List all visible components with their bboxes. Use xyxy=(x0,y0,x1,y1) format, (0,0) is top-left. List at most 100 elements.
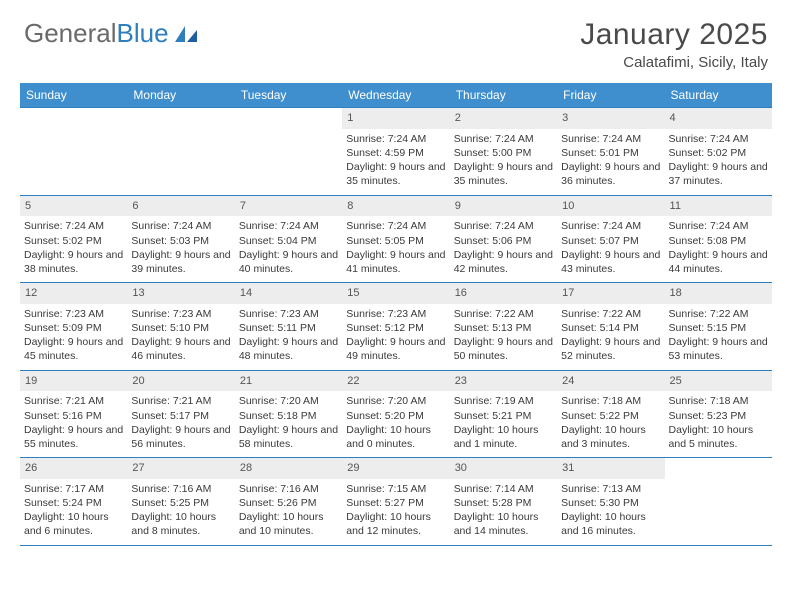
day-cell: 7 Sunrise: 7:24 AMSunset: 5:04 PMDaylight… xyxy=(235,196,342,283)
sunrise-line: Sunrise: 7:24 AM xyxy=(454,219,553,233)
daylight-line: Daylight: 9 hours and 48 minutes. xyxy=(239,335,338,363)
day-cell: 11Sunrise: 7:24 AMSunset: 5:08 PMDayligh… xyxy=(665,196,772,283)
day-number xyxy=(665,458,772,479)
day-cell: 12Sunrise: 7:23 AMSunset: 5:09 PMDayligh… xyxy=(20,283,127,370)
week-row: 1Sunrise: 7:24 AMSunset: 4:59 PMDaylight… xyxy=(20,107,772,195)
sunrise-line: Sunrise: 7:18 AM xyxy=(669,394,768,408)
sunset-line: Sunset: 5:04 PM xyxy=(239,234,338,248)
day-number: 27 xyxy=(127,458,234,479)
day-cell: 18Sunrise: 7:22 AMSunset: 5:15 PMDayligh… xyxy=(665,283,772,370)
weekday-tuesday: Tuesday xyxy=(235,83,342,107)
day-cell: 27Sunrise: 7:16 AMSunset: 5:25 PMDayligh… xyxy=(127,458,234,545)
day-number: 26 xyxy=(20,458,127,479)
daylight-line: Daylight: 9 hours and 39 minutes. xyxy=(131,248,230,276)
day-empty xyxy=(20,108,127,195)
daylight-line: Daylight: 9 hours and 36 minutes. xyxy=(561,160,660,188)
day-cell: 1Sunrise: 7:24 AMSunset: 4:59 PMDaylight… xyxy=(342,108,449,195)
day-cell: 29Sunrise: 7:15 AMSunset: 5:27 PMDayligh… xyxy=(342,458,449,545)
daylight-line: Daylight: 9 hours and 41 minutes. xyxy=(346,248,445,276)
sunrise-line: Sunrise: 7:16 AM xyxy=(131,482,230,496)
sunset-line: Sunset: 5:24 PM xyxy=(24,496,123,510)
daylight-line: Daylight: 9 hours and 45 minutes. xyxy=(24,335,123,363)
sunrise-line: Sunrise: 7:22 AM xyxy=(561,307,660,321)
sunrise-line: Sunrise: 7:23 AM xyxy=(346,307,445,321)
sunset-line: Sunset: 5:15 PM xyxy=(669,321,768,335)
sunrise-line: Sunrise: 7:24 AM xyxy=(454,132,553,146)
sunset-line: Sunset: 5:11 PM xyxy=(239,321,338,335)
sunrise-line: Sunrise: 7:24 AM xyxy=(346,132,445,146)
sunrise-line: Sunrise: 7:23 AM xyxy=(24,307,123,321)
day-cell: 13Sunrise: 7:23 AMSunset: 5:10 PMDayligh… xyxy=(127,283,234,370)
daylight-line: Daylight: 9 hours and 35 minutes. xyxy=(454,160,553,188)
day-cell: 16Sunrise: 7:22 AMSunset: 5:13 PMDayligh… xyxy=(450,283,557,370)
logo-text-blue: Blue xyxy=(117,18,169,49)
sunset-line: Sunset: 5:13 PM xyxy=(454,321,553,335)
day-cell: 19Sunrise: 7:21 AMSunset: 5:16 PMDayligh… xyxy=(20,371,127,458)
day-number: 14 xyxy=(235,283,342,304)
sunset-line: Sunset: 5:12 PM xyxy=(346,321,445,335)
day-number: 8 xyxy=(342,196,449,217)
sunset-line: Sunset: 5:27 PM xyxy=(346,496,445,510)
day-number: 11 xyxy=(665,196,772,217)
day-number: 10 xyxy=(557,196,664,217)
sunrise-line: Sunrise: 7:24 AM xyxy=(669,132,768,146)
daylight-line: Daylight: 10 hours and 0 minutes. xyxy=(346,423,445,451)
calendar: SundayMondayTuesdayWednesdayThursdayFrid… xyxy=(20,83,772,546)
day-cell: 4Sunrise: 7:24 AMSunset: 5:02 PMDaylight… xyxy=(665,108,772,195)
daylight-line: Daylight: 9 hours and 37 minutes. xyxy=(669,160,768,188)
daylight-line: Daylight: 9 hours and 58 minutes. xyxy=(239,423,338,451)
sunrise-line: Sunrise: 7:24 AM xyxy=(239,219,338,233)
weekday-saturday: Saturday xyxy=(665,83,772,107)
day-cell: 2Sunrise: 7:24 AMSunset: 5:00 PMDaylight… xyxy=(450,108,557,195)
daylight-line: Daylight: 10 hours and 3 minutes. xyxy=(561,423,660,451)
sunrise-line: Sunrise: 7:23 AM xyxy=(239,307,338,321)
sunset-line: Sunset: 5:02 PM xyxy=(24,234,123,248)
sunrise-line: Sunrise: 7:13 AM xyxy=(561,482,660,496)
sunset-line: Sunset: 5:14 PM xyxy=(561,321,660,335)
logo-text-general: General xyxy=(24,18,117,49)
daylight-line: Daylight: 10 hours and 10 minutes. xyxy=(239,510,338,538)
day-cell: 30Sunrise: 7:14 AMSunset: 5:28 PMDayligh… xyxy=(450,458,557,545)
day-empty xyxy=(127,108,234,195)
sunset-line: Sunset: 5:07 PM xyxy=(561,234,660,248)
day-number: 31 xyxy=(557,458,664,479)
day-cell: 31Sunrise: 7:13 AMSunset: 5:30 PMDayligh… xyxy=(557,458,664,545)
sunset-line: Sunset: 5:02 PM xyxy=(669,146,768,160)
day-empty xyxy=(665,458,772,545)
sunrise-line: Sunrise: 7:18 AM xyxy=(561,394,660,408)
sunset-line: Sunset: 5:03 PM xyxy=(131,234,230,248)
logo-sail-icon xyxy=(173,24,199,44)
day-cell: 25Sunrise: 7:18 AMSunset: 5:23 PMDayligh… xyxy=(665,371,772,458)
sunset-line: Sunset: 5:26 PM xyxy=(239,496,338,510)
sunset-line: Sunset: 5:01 PM xyxy=(561,146,660,160)
sunset-line: Sunset: 5:17 PM xyxy=(131,409,230,423)
daylight-line: Daylight: 9 hours and 38 minutes. xyxy=(24,248,123,276)
day-cell: 17Sunrise: 7:22 AMSunset: 5:14 PMDayligh… xyxy=(557,283,664,370)
daylight-line: Daylight: 9 hours and 42 minutes. xyxy=(454,248,553,276)
weekday-monday: Monday xyxy=(127,83,234,107)
day-number xyxy=(20,108,127,129)
week-row: 26Sunrise: 7:17 AMSunset: 5:24 PMDayligh… xyxy=(20,457,772,545)
title-block: January 2025 Calatafimi, Sicily, Italy xyxy=(580,18,768,71)
day-number: 15 xyxy=(342,283,449,304)
day-cell: 9Sunrise: 7:24 AMSunset: 5:06 PMDaylight… xyxy=(450,196,557,283)
day-number: 16 xyxy=(450,283,557,304)
day-number: 29 xyxy=(342,458,449,479)
day-cell: 15Sunrise: 7:23 AMSunset: 5:12 PMDayligh… xyxy=(342,283,449,370)
day-number: 7 xyxy=(235,196,342,217)
day-number: 5 xyxy=(20,196,127,217)
sunrise-line: Sunrise: 7:24 AM xyxy=(561,219,660,233)
day-number: 18 xyxy=(665,283,772,304)
sunset-line: Sunset: 5:23 PM xyxy=(669,409,768,423)
daylight-line: Daylight: 10 hours and 16 minutes. xyxy=(561,510,660,538)
daylight-line: Daylight: 10 hours and 14 minutes. xyxy=(454,510,553,538)
sunrise-line: Sunrise: 7:22 AM xyxy=(669,307,768,321)
sunrise-line: Sunrise: 7:17 AM xyxy=(24,482,123,496)
daylight-line: Daylight: 10 hours and 6 minutes. xyxy=(24,510,123,538)
daylight-line: Daylight: 9 hours and 56 minutes. xyxy=(131,423,230,451)
month-title: January 2025 xyxy=(580,18,768,52)
day-cell: 24Sunrise: 7:18 AMSunset: 5:22 PMDayligh… xyxy=(557,371,664,458)
daylight-line: Daylight: 9 hours and 40 minutes. xyxy=(239,248,338,276)
sunset-line: Sunset: 5:08 PM xyxy=(669,234,768,248)
sunset-line: Sunset: 5:05 PM xyxy=(346,234,445,248)
